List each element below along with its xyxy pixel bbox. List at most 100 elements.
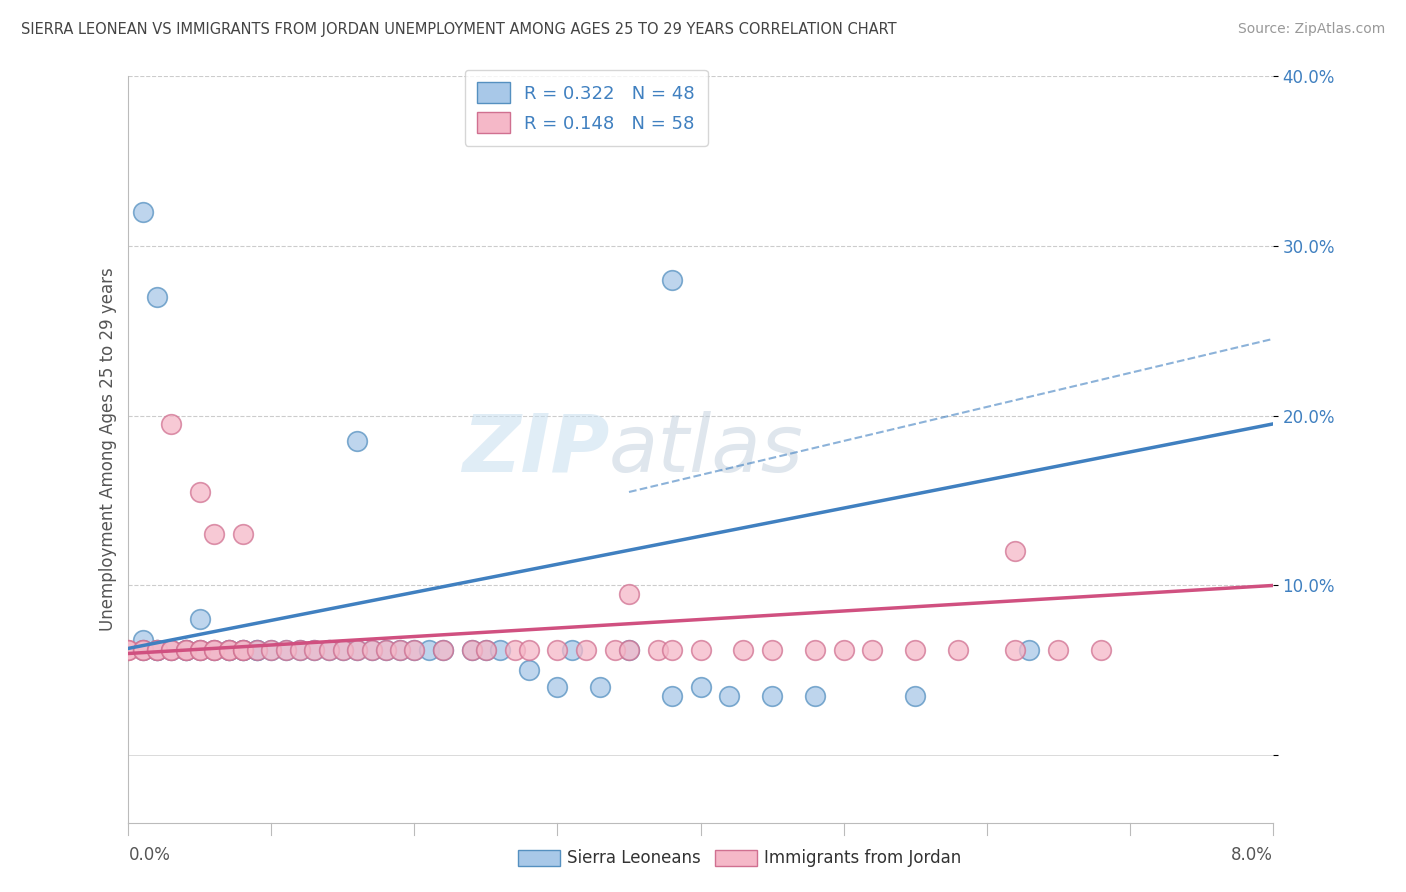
Point bbox=[332, 643, 354, 657]
Text: 0.0%: 0.0% bbox=[128, 846, 170, 863]
Point bbox=[1090, 643, 1112, 657]
Point bbox=[389, 643, 412, 657]
Text: Sierra Leoneans: Sierra Leoneans bbox=[567, 849, 700, 867]
Point bbox=[360, 643, 382, 657]
Point bbox=[288, 643, 311, 657]
Point bbox=[346, 643, 368, 657]
Point bbox=[132, 204, 155, 219]
Point bbox=[904, 689, 927, 703]
Point bbox=[160, 643, 183, 657]
Point bbox=[718, 689, 741, 703]
Point bbox=[160, 643, 183, 657]
Point bbox=[174, 643, 197, 657]
Point bbox=[232, 643, 254, 657]
Text: atlas: atlas bbox=[609, 410, 804, 489]
Text: 8.0%: 8.0% bbox=[1230, 846, 1272, 863]
Point bbox=[232, 643, 254, 657]
Point bbox=[489, 643, 512, 657]
Point bbox=[246, 643, 269, 657]
Point bbox=[274, 643, 297, 657]
Point bbox=[132, 643, 155, 657]
Point bbox=[1004, 544, 1026, 558]
Point bbox=[132, 643, 155, 657]
Point bbox=[146, 289, 169, 303]
Point bbox=[475, 643, 498, 657]
Point bbox=[1004, 643, 1026, 657]
Point bbox=[503, 643, 526, 657]
Point bbox=[117, 643, 139, 657]
Point bbox=[188, 643, 211, 657]
Point bbox=[404, 643, 426, 657]
Point bbox=[346, 643, 368, 657]
Point bbox=[389, 643, 412, 657]
Point bbox=[318, 643, 340, 657]
Point bbox=[332, 643, 354, 657]
Point bbox=[404, 643, 426, 657]
Point bbox=[374, 643, 396, 657]
Point bbox=[218, 643, 240, 657]
Point bbox=[603, 643, 626, 657]
Point bbox=[418, 643, 440, 657]
Point bbox=[202, 643, 225, 657]
Point bbox=[260, 643, 283, 657]
Point bbox=[617, 587, 640, 601]
Point bbox=[904, 643, 927, 657]
Point bbox=[761, 643, 783, 657]
Point bbox=[761, 689, 783, 703]
Text: ZIP: ZIP bbox=[461, 410, 609, 489]
Point bbox=[146, 643, 169, 657]
Point bbox=[689, 681, 711, 695]
Point bbox=[475, 643, 498, 657]
Point bbox=[561, 643, 583, 657]
Point bbox=[160, 417, 183, 431]
Point bbox=[517, 664, 540, 678]
Text: Source: ZipAtlas.com: Source: ZipAtlas.com bbox=[1237, 22, 1385, 37]
Point bbox=[689, 643, 711, 657]
Point bbox=[460, 643, 482, 657]
Point bbox=[117, 643, 139, 657]
Point bbox=[174, 643, 197, 657]
Point bbox=[232, 527, 254, 541]
Point bbox=[202, 643, 225, 657]
Point bbox=[832, 643, 855, 657]
Point bbox=[733, 643, 755, 657]
Point bbox=[460, 643, 482, 657]
Point bbox=[232, 643, 254, 657]
Point bbox=[432, 643, 454, 657]
Point bbox=[246, 643, 269, 657]
Point bbox=[146, 643, 169, 657]
Point bbox=[547, 681, 569, 695]
Text: Immigrants from Jordan: Immigrants from Jordan bbox=[763, 849, 962, 867]
Point bbox=[804, 689, 827, 703]
Point bbox=[589, 681, 612, 695]
Point bbox=[661, 689, 683, 703]
Point bbox=[547, 643, 569, 657]
Point bbox=[202, 527, 225, 541]
Point bbox=[146, 643, 169, 657]
Point bbox=[188, 643, 211, 657]
Point bbox=[946, 643, 969, 657]
Point bbox=[218, 643, 240, 657]
Point bbox=[174, 643, 197, 657]
Point bbox=[346, 434, 368, 448]
Point bbox=[517, 643, 540, 657]
Point bbox=[132, 632, 155, 647]
Point bbox=[246, 643, 269, 657]
Point bbox=[661, 643, 683, 657]
Point bbox=[188, 643, 211, 657]
Point bbox=[132, 643, 155, 657]
Point bbox=[1018, 643, 1040, 657]
Point bbox=[360, 643, 382, 657]
Point bbox=[188, 485, 211, 500]
Point bbox=[174, 643, 197, 657]
Point bbox=[188, 612, 211, 626]
Point bbox=[146, 643, 169, 657]
Point bbox=[232, 643, 254, 657]
Point bbox=[218, 643, 240, 657]
Point bbox=[804, 643, 827, 657]
Text: SIERRA LEONEAN VS IMMIGRANTS FROM JORDAN UNEMPLOYMENT AMONG AGES 25 TO 29 YEARS : SIERRA LEONEAN VS IMMIGRANTS FROM JORDAN… bbox=[21, 22, 897, 37]
Point bbox=[260, 643, 283, 657]
Point bbox=[304, 643, 326, 657]
Point bbox=[661, 272, 683, 286]
Point bbox=[304, 643, 326, 657]
